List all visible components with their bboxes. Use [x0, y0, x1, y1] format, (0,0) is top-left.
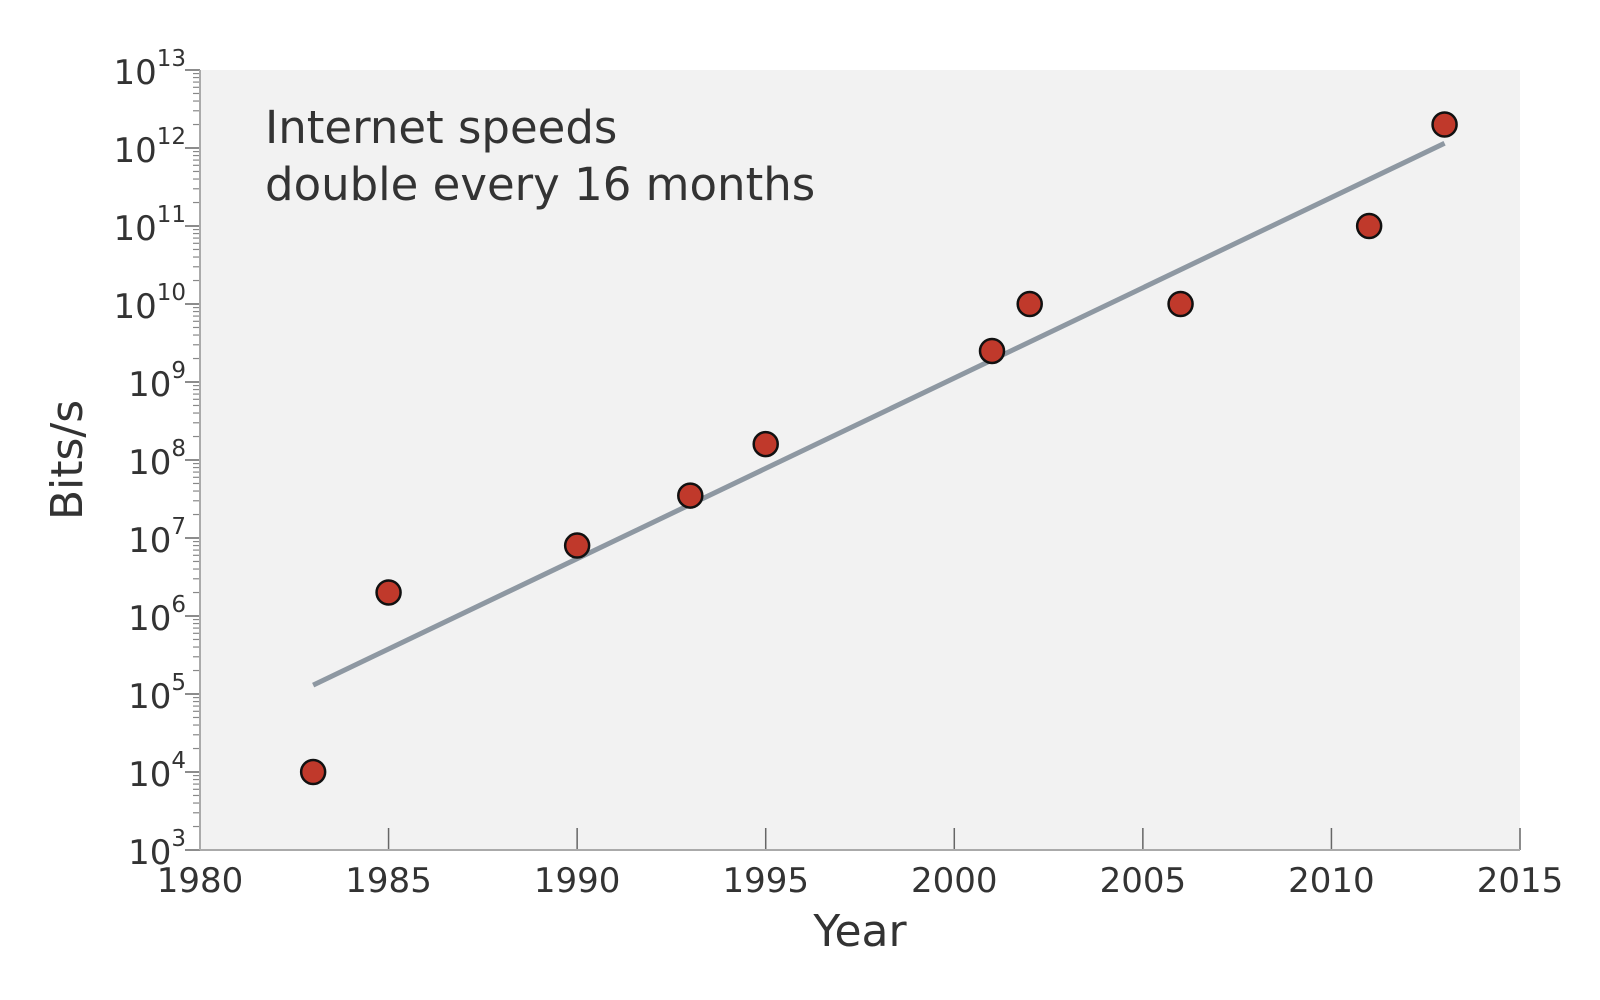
y-tick-base: 10 [128, 365, 171, 405]
y-tick-base: 10 [128, 833, 171, 873]
y-tick-exponent: 6 [171, 592, 186, 618]
y-tick-exponent: 9 [171, 358, 186, 384]
y-tick-label: 1010 [113, 280, 186, 327]
y-tick-label: 105 [128, 670, 186, 717]
y-tick-base: 10 [128, 755, 171, 795]
data-point [1431, 111, 1458, 138]
plot-background [200, 70, 1520, 850]
data-point [375, 579, 402, 606]
y-tick-base: 10 [113, 209, 156, 249]
y-tick-exponent: 11 [157, 202, 186, 228]
x-tick-label: 1990 [534, 861, 621, 901]
y-tick-exponent: 3 [171, 826, 186, 852]
data-point [677, 482, 704, 509]
x-tick-label: 2005 [1100, 861, 1187, 901]
y-tick-base: 10 [128, 599, 171, 639]
y-tick-exponent: 8 [171, 436, 186, 462]
y-tick-exponent: 4 [171, 748, 186, 774]
y-tick-base: 10 [128, 443, 171, 483]
y-tick-label: 104 [128, 748, 186, 795]
y-tick-label: 1012 [113, 124, 186, 171]
y-tick-label: 109 [128, 358, 186, 405]
y-tick-label: 103 [128, 826, 186, 873]
y-tick-label: 1013 [113, 46, 186, 93]
y-tick-exponent: 5 [171, 670, 186, 696]
x-axis-label: Year [812, 906, 907, 957]
y-tick-base: 10 [113, 131, 156, 171]
data-point [299, 758, 327, 786]
y-tick-base: 10 [113, 287, 156, 327]
x-tick-label: 1980 [157, 861, 244, 901]
data-point [1355, 212, 1383, 240]
y-minor-ticks [193, 72, 200, 828]
y-tick-base: 10 [113, 53, 156, 93]
x-tick-label: 1995 [722, 861, 809, 901]
y-tick-label: 107 [128, 514, 186, 561]
y-axis-label: Bits/s [42, 400, 93, 520]
annotation-line-1: Internet speeds [265, 101, 617, 154]
y-tick-base: 10 [128, 677, 171, 717]
annotation-line-2: double every 16 months [265, 158, 815, 211]
y-tick-label: 108 [128, 436, 186, 483]
x-tick-label: 2000 [911, 861, 998, 901]
annotation-text: Internet speeds double every 16 months [265, 101, 815, 211]
y-tick-label: 1011 [113, 202, 186, 249]
data-point [1167, 290, 1194, 318]
data-point [752, 430, 779, 458]
x-tick-label: 1985 [345, 861, 432, 901]
y-tick-exponent: 10 [157, 280, 186, 306]
y-tick-label: 106 [128, 592, 186, 639]
x-tick-label: 2015 [1477, 861, 1564, 901]
data-point [563, 532, 591, 559]
data-point [978, 337, 1006, 365]
data-point [1016, 290, 1043, 318]
y-tick-base: 10 [128, 521, 171, 561]
y-tick-exponent: 13 [157, 46, 186, 72]
x-tick-label: 2010 [1288, 861, 1375, 901]
trend-line [312, 141, 1446, 688]
y-tick-exponent: 7 [171, 514, 186, 540]
y-tick-exponent: 12 [157, 124, 186, 150]
x-tick-labels: 1980 1985 1990 1995 2000 2005 2010 2015 [157, 861, 1564, 901]
data-points [299, 111, 1458, 786]
